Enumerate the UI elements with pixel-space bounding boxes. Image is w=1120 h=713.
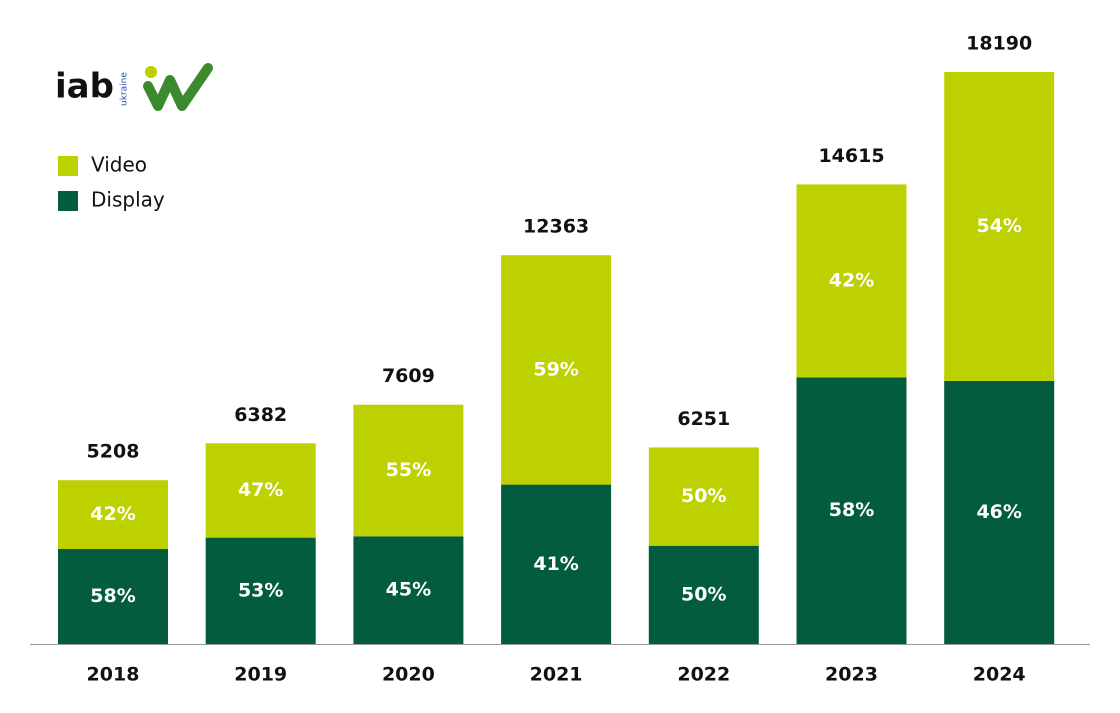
x-tick-label: 2022 — [677, 664, 730, 686]
logo-dot — [145, 66, 157, 78]
bar-segment — [796, 184, 907, 378]
bar-segment — [648, 545, 759, 644]
bar-segment — [501, 484, 612, 644]
total-label: 6382 — [234, 404, 287, 426]
bar-segment — [796, 377, 907, 644]
total-label: 6251 — [677, 408, 730, 430]
x-tick-label: 2018 — [87, 664, 140, 686]
logo-text: iab — [55, 67, 114, 107]
x-tick-label: 2024 — [973, 664, 1026, 686]
bar-segment — [353, 536, 464, 644]
value-label: 41% — [533, 553, 578, 575]
x-tick-label: 2023 — [825, 664, 878, 686]
bar-segment — [648, 447, 759, 546]
value-label: 47% — [238, 479, 283, 501]
total-label: 5208 — [87, 441, 140, 463]
bar-segment — [205, 443, 316, 538]
logo-mark — [143, 63, 213, 111]
x-tick-label: 2019 — [234, 664, 287, 686]
value-label: 53% — [238, 579, 283, 601]
total-label: 14615 — [818, 145, 884, 167]
value-label: 46% — [976, 501, 1021, 523]
value-label: 45% — [386, 579, 431, 601]
value-label: 58% — [829, 499, 874, 521]
bar-segment — [501, 255, 612, 485]
value-label: 50% — [681, 485, 726, 507]
value-label: 42% — [829, 269, 874, 291]
legend-label: Display — [91, 188, 165, 212]
legend-swatch — [58, 191, 78, 211]
value-label: 54% — [976, 215, 1021, 237]
value-label: 59% — [533, 358, 578, 380]
bar-segment — [58, 480, 168, 550]
legend-label: Video — [91, 153, 147, 177]
value-label: 55% — [386, 459, 431, 481]
value-label: 50% — [681, 583, 726, 605]
bar-segment — [944, 72, 1055, 381]
total-label: 18190 — [966, 33, 1032, 55]
logo-region: ukraine — [120, 72, 130, 106]
bar-segment — [353, 404, 464, 537]
x-tick-label: 2021 — [530, 664, 583, 686]
bar-segment — [205, 537, 316, 644]
total-label: 12363 — [523, 216, 589, 238]
value-label: 58% — [90, 585, 135, 607]
logo: iab ukraine — [55, 63, 213, 111]
x-tick-label: 2020 — [382, 664, 435, 686]
total-label: 7609 — [382, 365, 435, 387]
bar-segment — [58, 549, 168, 644]
bar-segment — [944, 380, 1055, 644]
legend-swatch — [58, 156, 78, 176]
value-label: 42% — [90, 503, 135, 525]
